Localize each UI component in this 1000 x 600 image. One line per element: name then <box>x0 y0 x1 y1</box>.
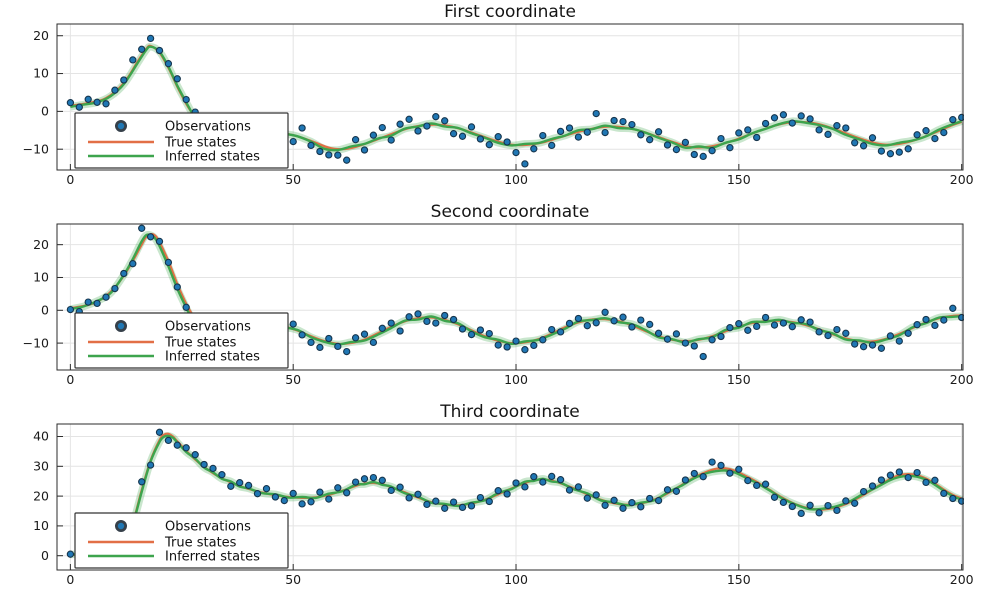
x-tick-label: 100 <box>504 572 528 587</box>
legend-label: Observations <box>165 320 251 335</box>
axis-ticks <box>57 244 963 370</box>
legend-label: True states <box>164 136 237 151</box>
plot-frame <box>56 223 964 371</box>
axis-ticks <box>57 35 963 170</box>
y-tick-label: 10 <box>33 270 49 285</box>
legend-observations-marker <box>115 320 128 333</box>
y-tick-label: 30 <box>33 459 49 474</box>
x-tick-label: 100 <box>504 372 528 387</box>
axis-ticks <box>57 436 963 570</box>
plot-title-first: First coordinate <box>444 2 576 22</box>
y-tick-label: 0 <box>41 548 49 563</box>
legend-box <box>74 512 289 569</box>
x-tick-label: 0 <box>66 372 74 387</box>
x-tick-label: 200 <box>950 572 974 587</box>
legend-label: Observations <box>165 520 251 535</box>
x-tick-label: 150 <box>727 372 751 387</box>
x-tick-label: 150 <box>727 172 751 187</box>
y-tick-label: 10 <box>33 66 49 81</box>
y-tick-label: 0 <box>41 104 49 119</box>
legend-label: True states <box>164 336 237 351</box>
gridlines <box>57 224 963 370</box>
y-tick-label: 40 <box>33 429 49 444</box>
x-tick-label: 200 <box>950 172 974 187</box>
legend-label: Inferred states <box>165 350 260 365</box>
legend-observations-marker <box>115 120 128 133</box>
plot-frame <box>56 423 964 571</box>
plot-title-second: Second coordinate <box>430 202 590 222</box>
tick-labels: 0 50 100 150 200 0 10 20 30 40 <box>33 429 974 587</box>
plot-frame <box>56 23 964 171</box>
legend-label: Inferred states <box>165 550 260 565</box>
subplot-second-coordinate: 0 50 100 150 200 −10 0 10 20 Observations True sta… <box>0 200 1000 400</box>
tick-labels: 0 50 100 150 200 −10 0 10 20 <box>23 237 974 387</box>
observations-points <box>66 34 964 168</box>
x-tick-label: 100 <box>504 172 528 187</box>
x-tick-label: 150 <box>727 572 751 587</box>
y-tick-label: 20 <box>33 237 49 252</box>
y-tick-label: 10 <box>33 518 49 533</box>
y-tick-label: 0 <box>41 303 49 318</box>
legend-observations-marker <box>115 520 128 533</box>
legend-box <box>74 312 289 369</box>
x-tick-label: 200 <box>950 372 974 387</box>
subplot-third-coordinate: 0 50 100 150 200 0 10 20 30 40 Observations True st… <box>0 400 1000 600</box>
legend-label: Observations <box>165 120 251 135</box>
y-tick-label: 20 <box>33 28 49 43</box>
x-tick-label: 50 <box>285 572 301 587</box>
subplot-first-coordinate: 0 50 100 150 200 −10 0 10 20 Observations True sta… <box>0 0 1000 200</box>
y-tick-label: −10 <box>23 335 49 350</box>
legend-label: Inferred states <box>165 150 260 165</box>
x-tick-label: 50 <box>285 172 301 187</box>
x-tick-label: 50 <box>285 372 301 387</box>
legend-box <box>74 112 289 169</box>
y-tick-label: 20 <box>33 488 49 503</box>
x-tick-label: 0 <box>66 572 74 587</box>
y-tick-label: −10 <box>23 141 49 156</box>
plot-title-third: Third coordinate <box>440 402 580 422</box>
x-tick-label: 0 <box>66 172 74 187</box>
legend-label: True states <box>164 536 237 551</box>
tick-labels: 0 50 100 150 200 −10 0 10 20 <box>23 28 974 187</box>
